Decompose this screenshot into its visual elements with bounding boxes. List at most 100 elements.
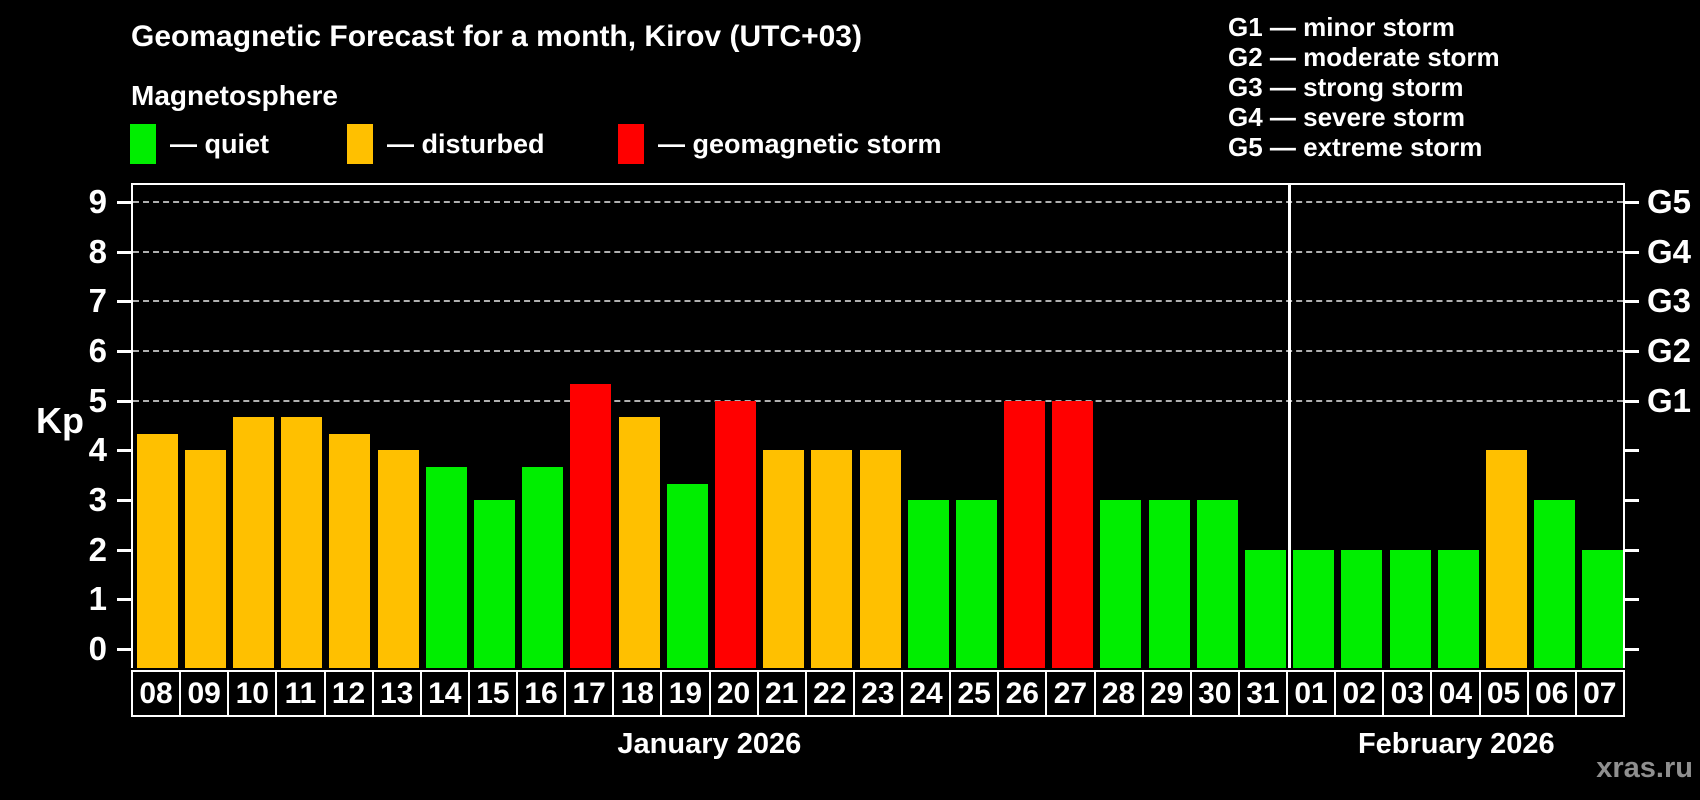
left-tick-kp3 (117, 499, 131, 502)
g-scale-legend: G1 — minor storm G2 — moderate storm G3 … (1228, 12, 1500, 162)
bar-day-09 (184, 450, 226, 668)
day-box-11: 11 (275, 670, 326, 717)
right-tick-kp0 (1625, 648, 1639, 651)
left-tick-kp6 (117, 350, 131, 353)
right-tick-kp2 (1625, 548, 1639, 552)
g-scale-label-g1: G1 (1647, 381, 1692, 419)
day-box-12: 12 (323, 670, 374, 717)
y-tick-label-3: 3 (88, 481, 107, 518)
day-box-07: 07 (1574, 670, 1625, 717)
bar-day-14 (425, 466, 467, 668)
gridline-kp8 (133, 250, 1623, 253)
bar-day-01 (1293, 549, 1335, 668)
bar-day-02 (1341, 549, 1383, 668)
g-legend-line-g5: G5 — extreme storm (1228, 132, 1483, 162)
bar-day-21 (763, 450, 805, 668)
day-box-17: 17 (564, 670, 615, 717)
g-legend-line-g3: G3 — strong storm (1228, 72, 1464, 102)
bar-day-07 (1582, 549, 1624, 668)
bar-day-08 (136, 433, 178, 668)
bar-day-16 (522, 466, 564, 668)
month-separator (1288, 185, 1292, 668)
y-tick-label-5: 5 (88, 381, 107, 419)
day-box-25: 25 (949, 670, 1000, 717)
left-tick-kp1 (117, 598, 131, 602)
right-tick-kp8 (1625, 250, 1639, 254)
plot-area (131, 183, 1625, 668)
bar-day-05 (1486, 450, 1528, 668)
bar-day-23 (859, 450, 901, 668)
bar-day-28 (1100, 500, 1142, 668)
day-axis: 08 09 10 11 12 13 14 15 16 17 18 19 20 21 22 23 24 25 26 27… (131, 670, 1625, 717)
day-box-14: 14 (419, 670, 470, 717)
right-tick-kp9 (1625, 201, 1639, 204)
bar-day-19 (666, 483, 708, 668)
gridline-kp6 (133, 350, 1623, 352)
right-tick-kp7 (1625, 300, 1639, 304)
day-box-16: 16 (516, 670, 567, 717)
left-tick-kp9 (117, 201, 131, 204)
day-box-03: 03 (1382, 670, 1433, 717)
legend-label-quiet: — quiet (170, 128, 269, 159)
y-tick-label-0: 0 (88, 630, 107, 667)
y-tick-label-9: 9 (88, 183, 107, 220)
bar-day-18 (618, 417, 660, 668)
day-box-15: 15 (467, 670, 518, 717)
bar-day-31 (1245, 549, 1287, 668)
bar-day-03 (1389, 549, 1431, 668)
day-box-02: 02 (1334, 670, 1385, 717)
g-legend-line-g2: G2 — moderate storm (1228, 42, 1500, 72)
g-legend-line-g1: G1 — minor storm (1228, 12, 1455, 42)
day-box-09: 09 (179, 670, 230, 717)
day-box-10: 10 (227, 670, 278, 717)
legend-item-storm: — geomagnetic storm (618, 122, 942, 166)
day-box-06: 06 (1526, 670, 1577, 717)
left-tick-kp2 (117, 548, 131, 552)
day-box-13: 13 (371, 670, 422, 717)
day-box-23: 23 (852, 670, 903, 717)
right-tick-kp4 (1625, 449, 1639, 453)
g-legend-line-g4: G4 — severe storm (1228, 102, 1466, 132)
day-box-29: 29 (1141, 670, 1192, 717)
day-box-01: 01 (1286, 670, 1337, 717)
bar-day-10 (232, 417, 274, 668)
left-tick-kp8 (117, 250, 131, 254)
day-box-26: 26 (997, 670, 1048, 717)
left-tick-kp5 (117, 399, 131, 403)
bar-day-20 (714, 400, 756, 668)
legend-item-disturbed: — disturbed (347, 122, 545, 166)
bar-day-13 (377, 450, 419, 668)
day-box-28: 28 (1093, 670, 1144, 717)
day-box-19: 19 (660, 670, 711, 717)
g-scale-label-g3: G3 (1647, 282, 1692, 320)
right-tick-kp5 (1625, 399, 1639, 403)
legend-label-storm: — geomagnetic storm (658, 128, 942, 159)
y-tick-label-1: 1 (88, 580, 107, 618)
bar-day-26 (1004, 400, 1046, 668)
right-tick-kp6 (1625, 350, 1639, 353)
left-tick-kp4 (117, 449, 131, 453)
legend-item-quiet: — quiet (130, 122, 269, 166)
y-tick-label-7: 7 (88, 282, 107, 320)
day-box-22: 22 (804, 670, 855, 717)
gridline-kp5 (133, 399, 1623, 402)
y-tick-label-2: 2 (88, 530, 107, 568)
day-box-31: 31 (1237, 670, 1288, 717)
y-axis-title: Kp (36, 399, 84, 441)
month-label-january: January 2026 (617, 728, 802, 760)
bar-day-12 (329, 433, 371, 668)
day-box-21: 21 (756, 670, 807, 717)
month-label-february: February 2026 (1357, 728, 1555, 760)
day-box-04: 04 (1430, 670, 1481, 717)
day-box-27: 27 (1045, 670, 1096, 717)
y-tick-label-6: 6 (88, 332, 107, 369)
day-box-08: 08 (131, 670, 182, 717)
bar-day-22 (811, 450, 853, 668)
g-scale-label-g4: G4 (1647, 232, 1692, 270)
page-title: Geomagnetic Forecast for a month, Kirov … (131, 20, 862, 53)
gridline-kp7 (133, 300, 1623, 303)
g-scale-label-g2: G2 (1647, 332, 1692, 369)
bar-day-24 (907, 500, 949, 668)
left-tick-kp0 (117, 648, 131, 651)
